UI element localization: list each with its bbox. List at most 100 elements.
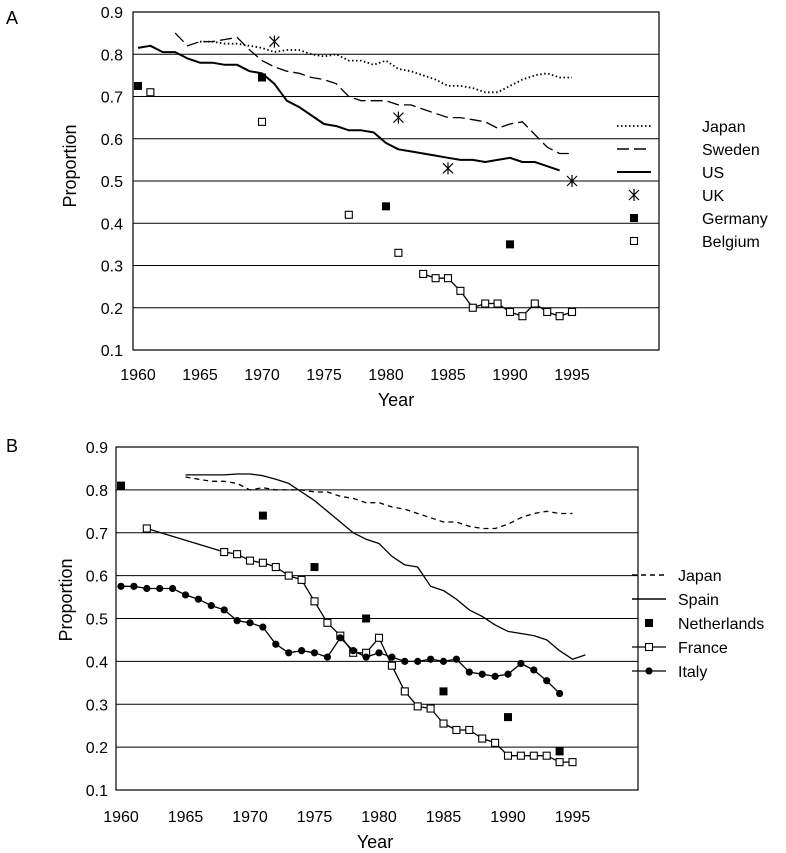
panel-a-y-tick-label: 0.6 bbox=[101, 132, 123, 149]
panel-b-italy-point bbox=[156, 584, 164, 593]
panel-a-x-tick-label: 1980 bbox=[368, 367, 404, 384]
panel-b-italy-point bbox=[220, 606, 228, 614]
panel-b-france-point bbox=[387, 661, 396, 670]
panel-b-italy-point bbox=[349, 647, 357, 655]
panel-b-france-point bbox=[374, 633, 384, 642]
panel-b-italy-point bbox=[298, 647, 306, 655]
panel-b-italy-point bbox=[143, 584, 151, 593]
panel-a-y-tick-label: 0.3 bbox=[101, 259, 123, 276]
panel-b-france-point bbox=[258, 558, 267, 567]
panel-b-italy-point bbox=[517, 659, 525, 668]
panel-a-germany-point bbox=[258, 73, 266, 82]
panel-b-france-point bbox=[439, 719, 448, 728]
panel-b-japan-series bbox=[185, 476, 573, 530]
panel-a-series-6-series bbox=[419, 269, 577, 321]
panel-b-italy-point bbox=[181, 591, 190, 599]
panel-a-belgium-point bbox=[344, 210, 353, 219]
panel-a-germany-point bbox=[134, 81, 142, 90]
panel-b-italy-point bbox=[439, 657, 448, 665]
panel-b-netherlands-point bbox=[439, 687, 448, 696]
panel-b-spain-series bbox=[185, 473, 586, 660]
panel-b-x-tick-labels: 1960 1965 1970 1975 1980 1985 1990 1995 bbox=[103, 809, 590, 826]
panel-a-x-tick-label: 1985 bbox=[430, 367, 466, 384]
panel-a-legend-label-sweden: Sweden bbox=[702, 142, 760, 159]
panel-b-france-series bbox=[142, 524, 577, 767]
panel-b-spain-line bbox=[185, 473, 586, 660]
panel-a-legend-item-belgium: Belgium bbox=[629, 234, 760, 251]
panel-a-legend-item-sweden: Sweden bbox=[617, 142, 760, 159]
panel-b-legend: Japan Spain Netherlands France Italy bbox=[632, 568, 764, 681]
panel-a-y-axis-label: Proportion bbox=[60, 124, 80, 207]
panel-a-y-tick-labels: 0.1 0.2 0.3 0.4 0.5 0.6 0.7 0.8 0.9 bbox=[101, 5, 123, 360]
panel-b-france-point bbox=[465, 725, 474, 735]
panel-b-france-line bbox=[146, 527, 573, 763]
panel-b-france-point bbox=[516, 751, 525, 760]
panel-a-y-tick-label: 0.1 bbox=[101, 343, 123, 360]
panel-b-france-point bbox=[271, 562, 280, 572]
panel-b-netherlands-point bbox=[258, 511, 267, 520]
panel-b-legend-item-italy: Italy bbox=[632, 664, 707, 681]
panel-b-y-tick-label: 0.3 bbox=[86, 697, 108, 714]
panel-a-us-series bbox=[137, 44, 560, 172]
panel-a-x-tick-label: 1995 bbox=[554, 367, 590, 384]
panel-a-series-6-point bbox=[431, 274, 440, 283]
panel-a-series-6-point bbox=[530, 299, 539, 308]
panel-b-italy-point bbox=[401, 657, 409, 665]
panel-b-italy-point bbox=[452, 655, 460, 663]
panel-b-france-point bbox=[426, 704, 435, 713]
panel-a-x-tick-labels: 1960 1965 1970 1975 1980 1985 1990 1995 bbox=[120, 367, 590, 384]
panel-b-italy-point bbox=[117, 582, 125, 590]
panel-b-netherlands-point bbox=[555, 747, 564, 756]
panel-b-italy-point bbox=[272, 640, 280, 648]
panel-b-france-point bbox=[478, 734, 487, 743]
panel-a-x-tick-label: 1970 bbox=[244, 367, 280, 384]
panel-b-france-point bbox=[413, 702, 422, 711]
panel-b-france-point bbox=[297, 575, 306, 584]
chart-panel-b: B 0.10.20.30.40.50.60.70.80.9 1960 1965 19… bbox=[6, 436, 764, 852]
panel-a-germany-point bbox=[382, 202, 390, 211]
panel-a-y-tick-label: 0.4 bbox=[101, 216, 123, 233]
panel-b-y-axis-label: Proportion bbox=[56, 558, 76, 641]
panel-b-italy-point bbox=[388, 653, 396, 661]
panel-b-japan-line bbox=[185, 476, 573, 530]
panel-b-gridlines bbox=[116, 489, 638, 748]
panel-a-legend-item-japan: Japan bbox=[617, 119, 746, 136]
chart-panel-a: A 0.10.20.30.40.50.60.70.80.9 1960 1965 19… bbox=[6, 5, 768, 410]
panel-b-italy-point bbox=[285, 649, 293, 657]
panel-a-series-6-point bbox=[443, 274, 453, 283]
panel-a-legend-label-us: US bbox=[702, 165, 724, 182]
panel-b-legend-marker-italy bbox=[645, 667, 653, 675]
panel-b-france-point bbox=[323, 618, 332, 627]
panel-a-y-tick-label: 0.8 bbox=[101, 47, 123, 64]
panel-b-france-point bbox=[400, 687, 409, 696]
panel-a-belgium-point bbox=[394, 248, 403, 257]
panel-b-italy-point bbox=[259, 623, 267, 631]
panel-b-italy-point bbox=[246, 619, 254, 627]
panel-a-series-6-point bbox=[481, 299, 490, 308]
panel-b-plot-frame bbox=[115, 446, 639, 791]
panel-a-series-6-point bbox=[543, 307, 552, 317]
panel-b-x-tick-label: 1980 bbox=[361, 809, 397, 826]
panel-b-france-point bbox=[142, 524, 151, 533]
panel-a-legend-item-uk: UK bbox=[628, 188, 725, 205]
panel-b-italy-point bbox=[543, 677, 551, 685]
panel-a-legend-marker-belgium bbox=[629, 236, 639, 246]
panel-b-legend-marker-netherlands bbox=[645, 619, 653, 627]
panel-b-y-tick-label: 0.8 bbox=[86, 483, 108, 500]
panel-a-gridlines bbox=[133, 53, 659, 309]
panel-b-italy-point bbox=[130, 582, 138, 590]
panel-b-legend-item-france: France bbox=[632, 640, 728, 657]
panel-b-x-tick-label: 1995 bbox=[555, 809, 591, 826]
panel-b-italy-point bbox=[414, 657, 422, 665]
panel-a-legend-item-germany: Germany bbox=[630, 211, 768, 228]
panel-b-y-tick-labels: 0.1 0.2 0.3 0.4 0.5 0.6 0.7 0.8 0.9 bbox=[86, 440, 108, 800]
panel-b-netherlands-point bbox=[310, 563, 319, 572]
panel-b-y-tick-label: 0.9 bbox=[86, 440, 108, 457]
panel-b-legend-item-spain: Spain bbox=[632, 592, 719, 609]
panel-b-legend-label-france: France bbox=[678, 640, 728, 657]
panel-a-sweden-line bbox=[174, 32, 572, 155]
panel-b-x-tick-label: 1975 bbox=[297, 809, 333, 826]
panel-b-netherlands-point bbox=[362, 614, 371, 623]
panel-b-italy-point bbox=[504, 670, 512, 678]
